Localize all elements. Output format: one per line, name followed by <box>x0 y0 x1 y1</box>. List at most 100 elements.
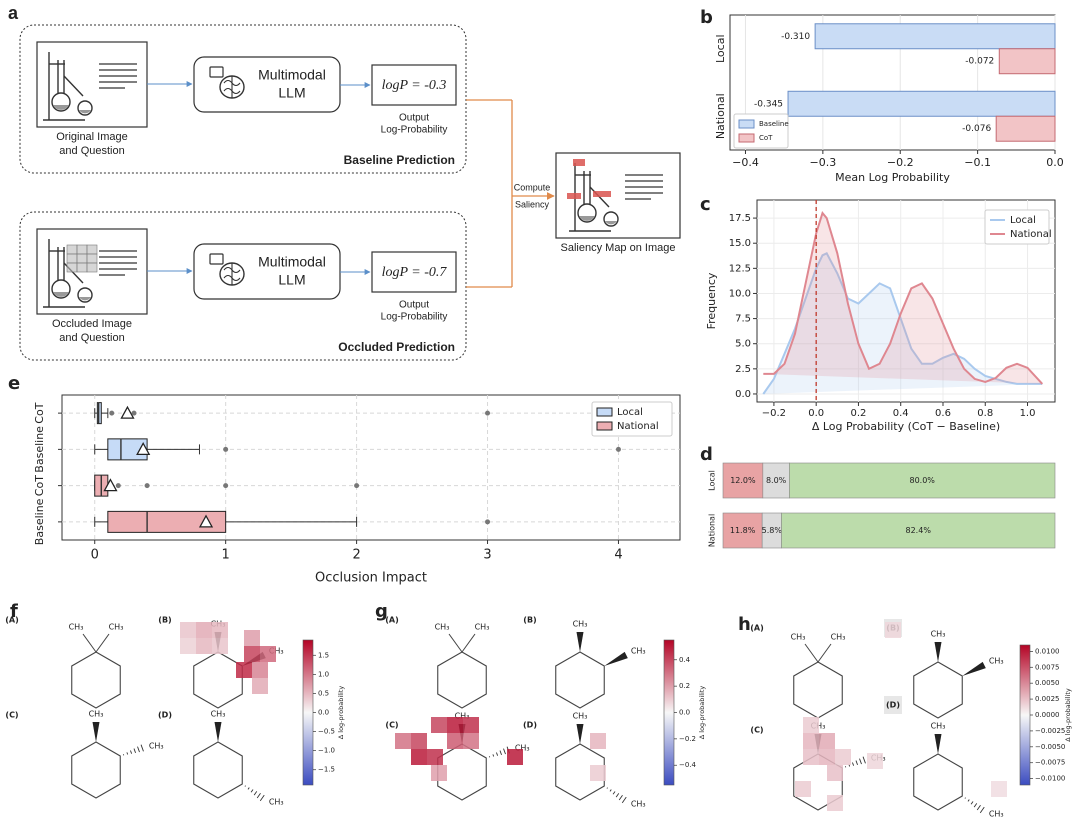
model-label: LLM <box>278 85 305 101</box>
saliency-cell <box>395 733 411 749</box>
option-letter: (D) <box>523 721 537 730</box>
occlusion-cell <box>86 244 98 255</box>
group-label: CH₃ <box>831 633 846 642</box>
colorbar-tick-label: −0.2 <box>679 735 696 743</box>
mean-marker <box>198 514 214 528</box>
colorbar-tick-label: −0.0025 <box>1035 727 1065 735</box>
flier <box>485 410 491 416</box>
flier <box>115 483 121 489</box>
model-box <box>193 243 341 300</box>
bar <box>998 48 1056 75</box>
x-tick-label: −0.4 <box>732 156 759 169</box>
group-label: CH₃ <box>149 742 164 751</box>
option-letter: (B) <box>158 616 171 625</box>
flask-liquid <box>79 110 91 114</box>
legend-label: Local <box>1010 215 1036 226</box>
legend-swatch <box>738 119 755 129</box>
panel-label: b <box>700 7 713 28</box>
ring <box>71 651 121 709</box>
saliency-cell <box>196 622 212 638</box>
hash-bond <box>967 799 970 802</box>
caption: Occluded Image <box>52 318 132 330</box>
wedge-bond <box>934 734 942 754</box>
colorbar-tick-label: 1.5 <box>318 651 329 659</box>
x-tick-label: 0.6 <box>935 408 951 419</box>
hash-bond <box>244 785 246 787</box>
y-tick-label: CoT <box>33 402 46 423</box>
bond <box>95 633 110 653</box>
saliency-cell <box>260 646 276 662</box>
saliency-cell <box>180 638 196 654</box>
legend-label: Local <box>617 407 643 418</box>
bond <box>82 633 97 653</box>
saliency-cell <box>244 630 260 646</box>
bar <box>814 23 1056 50</box>
hash-bond <box>256 792 261 799</box>
value-label: 11.8% <box>730 526 756 535</box>
occlusion-cell <box>86 253 98 264</box>
image-box <box>36 41 148 128</box>
colorbar-tick-label: −1.5 <box>318 766 335 774</box>
saliency-cell <box>431 717 447 733</box>
occlusion-cell <box>66 262 78 273</box>
occlusion-cell <box>66 244 78 255</box>
value-label: -0.076 <box>962 124 991 134</box>
group-label: CH₃ <box>989 810 1004 819</box>
hash-bond <box>859 758 862 765</box>
hash-bond <box>499 750 502 756</box>
x-tick-label: 0.2 <box>850 408 866 419</box>
faded-label-box <box>884 696 902 714</box>
hash-bond <box>855 760 858 766</box>
saliency-cell <box>244 646 260 662</box>
value-label: -0.345 <box>754 99 783 109</box>
colorbar-tick-label: 0.0 <box>679 709 690 717</box>
hash-bond <box>130 750 133 754</box>
colorbar <box>663 639 675 786</box>
output-label: Log-Probability <box>381 312 448 323</box>
colorbar-tick-label: 0.5 <box>318 689 329 697</box>
colorbar-tick-label: 0.0050 <box>1035 679 1060 687</box>
saliency-cell <box>447 717 463 733</box>
saliency-patch <box>593 191 611 197</box>
group-label: CH₃ <box>109 623 124 632</box>
flier <box>144 483 150 489</box>
value-label: -0.310 <box>781 32 810 42</box>
saliency-cell <box>447 733 463 749</box>
legend-label: National <box>617 421 659 432</box>
flask <box>603 211 619 227</box>
saliency-cell <box>827 765 843 781</box>
saliency-cell <box>180 622 196 638</box>
value-label: 80.0% <box>909 476 935 485</box>
hash-bond <box>503 748 506 755</box>
flier <box>223 446 229 452</box>
ring <box>555 743 605 801</box>
group-label: CH₃ <box>931 630 946 639</box>
flier <box>131 410 137 416</box>
density-curve <box>762 251 1043 395</box>
bar <box>995 115 1056 142</box>
group-label: CH₃ <box>573 620 588 629</box>
saliency-cell <box>411 733 427 749</box>
saliency-cell <box>507 749 523 765</box>
logp-box <box>371 64 457 106</box>
hash-bond <box>976 804 981 811</box>
stage-box <box>19 211 467 361</box>
hash-bond <box>247 787 250 790</box>
x-tick-label: 0.8 <box>977 408 993 419</box>
saliency-cell <box>819 733 835 749</box>
value-label: -0.072 <box>965 57 994 67</box>
bond <box>448 633 463 653</box>
hash-bond <box>852 762 855 766</box>
colorbar-tick-label: 0.2 <box>679 682 690 690</box>
colorbar-tick-label: −0.0050 <box>1035 743 1065 751</box>
option-letter: (B) <box>523 616 536 625</box>
saliency-cell <box>885 622 901 638</box>
hash-bond <box>862 756 866 764</box>
legend-swatch <box>596 407 613 417</box>
hash-bond <box>964 797 966 799</box>
colorbar-tick-label: 0.0100 <box>1035 647 1060 655</box>
y-tick-label: 12.5 <box>729 263 751 274</box>
hash-bond <box>496 752 499 756</box>
group-label: CH₃ <box>573 712 588 721</box>
